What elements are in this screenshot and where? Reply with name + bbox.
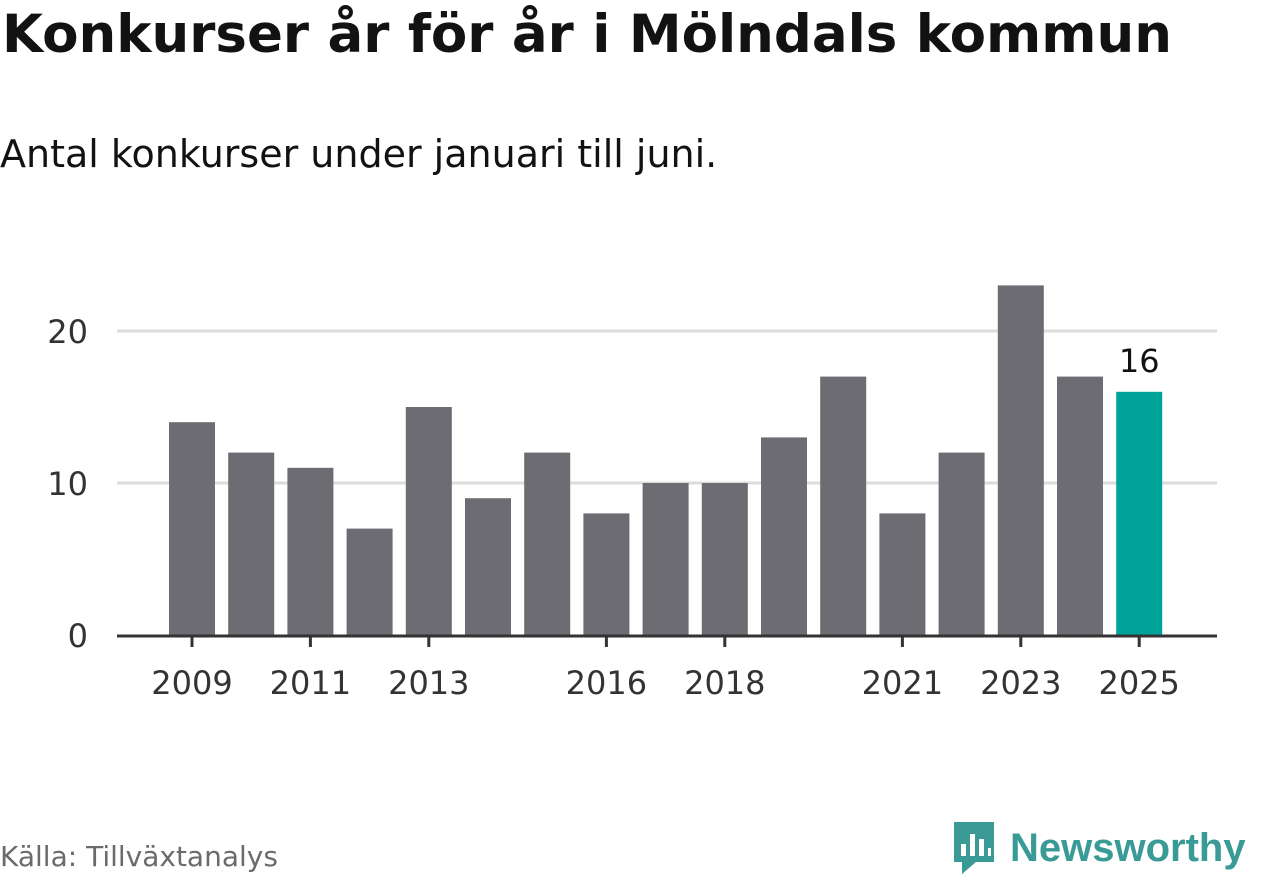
- bar-2009: [169, 422, 215, 635]
- chart-subtitle: Antal konkurser under januari till juni.: [0, 132, 718, 176]
- x-tick-label: 2013: [388, 664, 469, 702]
- bar-2022: [938, 452, 985, 635]
- bar-2025: [1116, 391, 1163, 635]
- bar-2019: [761, 437, 807, 635]
- brand-logo: Newsworthy: [950, 818, 1246, 878]
- bar-2012: [346, 528, 393, 635]
- bar-2020: [820, 376, 867, 635]
- chart-title: Konkurser år för år i Mölndals kommun: [2, 4, 1172, 65]
- bar-2016: [583, 513, 630, 635]
- x-tick-label: 2025: [1098, 664, 1179, 702]
- bars: [169, 285, 1163, 635]
- bar-2015: [524, 452, 571, 635]
- source-note: Källa: Tillväxtanalys: [0, 840, 278, 873]
- bar-2013: [405, 407, 452, 635]
- x-tick-label: 2021: [862, 664, 943, 702]
- newsworthy-logo-icon: [954, 822, 994, 874]
- brand-name: Newsworthy: [1010, 825, 1246, 870]
- y-tick-label: 10: [47, 465, 88, 503]
- bar-2021: [879, 513, 926, 635]
- x-tick-label: 2016: [566, 664, 647, 702]
- x-tick-label: 2018: [684, 664, 765, 702]
- bar-value-label: 16: [1119, 342, 1160, 380]
- bar-2017: [642, 483, 689, 635]
- x-tick-label: 2009: [151, 664, 232, 702]
- gridlines: [117, 329, 1217, 485]
- bar-2018: [701, 483, 748, 635]
- y-tick-label: 20: [47, 313, 88, 351]
- bar-2014: [465, 498, 511, 635]
- bar-2011: [287, 467, 334, 635]
- x-tick-label: 2011: [270, 664, 351, 702]
- x-axis: [117, 634, 1217, 647]
- y-tick-label: 0: [68, 617, 88, 655]
- x-tick-label: 2023: [980, 664, 1061, 702]
- bar-2024: [1057, 376, 1103, 635]
- bar-2010: [228, 452, 275, 635]
- bar-2023: [997, 285, 1044, 635]
